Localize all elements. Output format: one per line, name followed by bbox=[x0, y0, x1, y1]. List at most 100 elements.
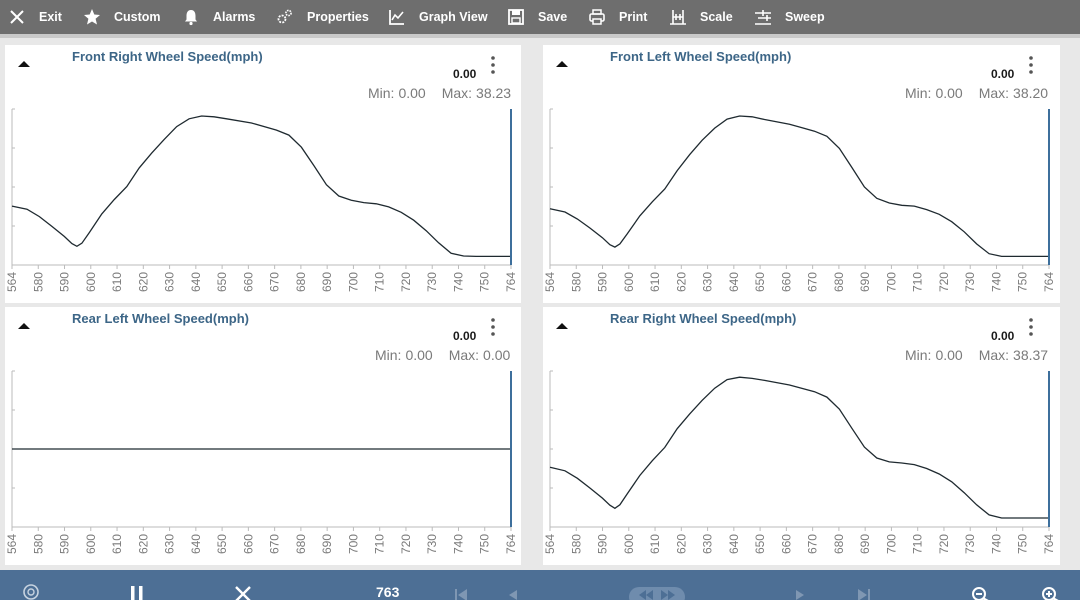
collapse-arrow-icon[interactable] bbox=[555, 59, 569, 69]
panel-front-right-wheel-speed: Front Right Wheel Speed(mph) 0.00 Min: 0.… bbox=[5, 45, 521, 303]
graph-view-button[interactable]: Graph View bbox=[388, 0, 488, 34]
properties-button[interactable]: Properties bbox=[276, 0, 369, 34]
save-label: Save bbox=[538, 10, 568, 24]
x-tick-label: 640 bbox=[727, 272, 741, 292]
step-back-icon[interactable] bbox=[505, 579, 521, 600]
x-tick-label: 650 bbox=[753, 534, 767, 554]
min-label: Min: bbox=[368, 85, 395, 101]
x-tick-label: 630 bbox=[701, 534, 715, 554]
x-tick-label: 610 bbox=[648, 272, 662, 292]
x-tick-label: 764 bbox=[504, 534, 518, 554]
x-tick-label: 564 bbox=[543, 272, 557, 292]
step-forward-icon[interactable] bbox=[792, 579, 808, 600]
x-tick-label: 670 bbox=[806, 534, 820, 554]
frame-counter: 763 bbox=[376, 584, 400, 600]
x-tick-label: 630 bbox=[163, 534, 177, 554]
x-tick-label: 720 bbox=[937, 272, 951, 292]
x-tick-label: 670 bbox=[268, 534, 282, 554]
min-label: Min: bbox=[905, 85, 932, 101]
current-value: 0.00 bbox=[453, 67, 477, 81]
skip-start-icon[interactable] bbox=[452, 579, 470, 600]
min-max-readout: Min: 0.00 Max: 38.20 bbox=[905, 85, 1048, 101]
x-tick-label: 680 bbox=[294, 272, 308, 292]
x-tick-label: 620 bbox=[136, 272, 150, 292]
more-options-icon[interactable] bbox=[489, 317, 497, 337]
x-tick-label: 600 bbox=[84, 272, 98, 292]
max-value: 38.23 bbox=[476, 85, 512, 101]
max-value: 38.20 bbox=[1013, 85, 1049, 101]
max-value: 38.37 bbox=[1013, 347, 1049, 363]
alarms-label: Alarms bbox=[213, 10, 256, 24]
x-tick-label: 730 bbox=[425, 272, 439, 292]
max-label: Max: bbox=[448, 347, 480, 363]
x-tick-label: 600 bbox=[84, 534, 98, 554]
x-tick-label: 650 bbox=[753, 272, 767, 292]
collapse-arrow-icon[interactable] bbox=[17, 59, 31, 69]
max-label: Max: bbox=[978, 85, 1010, 101]
skip-end-icon[interactable] bbox=[855, 579, 873, 600]
x-tick-label: 700 bbox=[346, 272, 360, 292]
x-tick-label: 730 bbox=[963, 272, 977, 292]
star-icon bbox=[84, 9, 100, 25]
x-tick-label: 764 bbox=[504, 272, 518, 292]
x-tick-label: 740 bbox=[989, 534, 1003, 554]
current-value: 0.00 bbox=[453, 329, 477, 343]
min-label: Min: bbox=[375, 347, 402, 363]
x-tick-label: 564 bbox=[543, 534, 557, 554]
scale-button[interactable]: Scale bbox=[669, 0, 733, 34]
x-tick-label: 620 bbox=[674, 272, 688, 292]
x-tick-label: 750 bbox=[478, 272, 492, 292]
x-tick-label: 680 bbox=[832, 534, 846, 554]
x-tick-label: 590 bbox=[58, 534, 72, 554]
x-tick-label: 720 bbox=[399, 534, 413, 554]
custom-button[interactable]: Custom bbox=[83, 0, 161, 34]
zoom-in-icon[interactable] bbox=[1040, 579, 1060, 600]
max-label: Max: bbox=[441, 85, 473, 101]
exit-label: Exit bbox=[39, 10, 62, 24]
print-button[interactable]: Print bbox=[588, 0, 647, 34]
x-tick-label: 700 bbox=[346, 534, 360, 554]
printer-icon bbox=[589, 9, 605, 25]
x-tick-label: 580 bbox=[31, 272, 45, 292]
camera-icon[interactable] bbox=[20, 579, 42, 600]
min-value: 0.00 bbox=[398, 85, 426, 101]
x-tick-label: 720 bbox=[937, 534, 951, 554]
x-tick-label: 620 bbox=[136, 534, 150, 554]
x-tick-label: 640 bbox=[727, 534, 741, 554]
graph-view-label: Graph View bbox=[419, 10, 488, 24]
x-tick-label: 580 bbox=[569, 534, 583, 554]
x-tick-label: 580 bbox=[31, 534, 45, 554]
stop-icon[interactable] bbox=[233, 579, 253, 600]
collapse-arrow-icon[interactable] bbox=[555, 321, 569, 331]
save-button[interactable]: Save bbox=[507, 0, 567, 34]
panel-front-left-wheel-speed: Front Left Wheel Speed(mph) 0.00 Min: 0.0… bbox=[543, 45, 1060, 303]
x-tick-label: 610 bbox=[110, 534, 124, 554]
pause-icon[interactable] bbox=[127, 579, 147, 600]
exit-button[interactable]: Exit bbox=[8, 0, 62, 34]
x-tick-label: 740 bbox=[451, 534, 465, 554]
x-tick-label: 690 bbox=[320, 272, 334, 292]
rewind-fastforward-icon[interactable] bbox=[628, 579, 686, 600]
sweep-button[interactable]: Sweep bbox=[754, 0, 825, 34]
toolbar-divider bbox=[0, 34, 1080, 38]
x-tick-label: 740 bbox=[989, 272, 1003, 292]
more-options-icon[interactable] bbox=[1027, 55, 1035, 75]
more-options-icon[interactable] bbox=[1027, 317, 1035, 337]
speed-chart: 564 580 590 600 610 620 630 640 650 660 670 680 690 7… bbox=[543, 108, 1056, 292]
x-tick-label: 700 bbox=[884, 272, 898, 292]
x-tick-label: 630 bbox=[701, 272, 715, 292]
collapse-arrow-icon[interactable] bbox=[17, 321, 31, 331]
min-max-readout: Min: 0.00 Max: 38.37 bbox=[905, 347, 1048, 363]
min-value: 0.00 bbox=[935, 347, 963, 363]
x-tick-label: 580 bbox=[569, 272, 583, 292]
alarms-button[interactable]: Alarms bbox=[182, 0, 255, 34]
x-tick-label: 730 bbox=[425, 534, 439, 554]
scale-label: Scale bbox=[700, 10, 733, 24]
x-tick-label: 660 bbox=[779, 534, 793, 554]
x-tick-label: 710 bbox=[373, 272, 387, 292]
zoom-out-icon[interactable] bbox=[970, 579, 990, 600]
graph-icon bbox=[389, 10, 404, 25]
x-tick-label: 660 bbox=[241, 272, 255, 292]
x-tick-label: 680 bbox=[832, 272, 846, 292]
more-options-icon[interactable] bbox=[489, 55, 497, 75]
